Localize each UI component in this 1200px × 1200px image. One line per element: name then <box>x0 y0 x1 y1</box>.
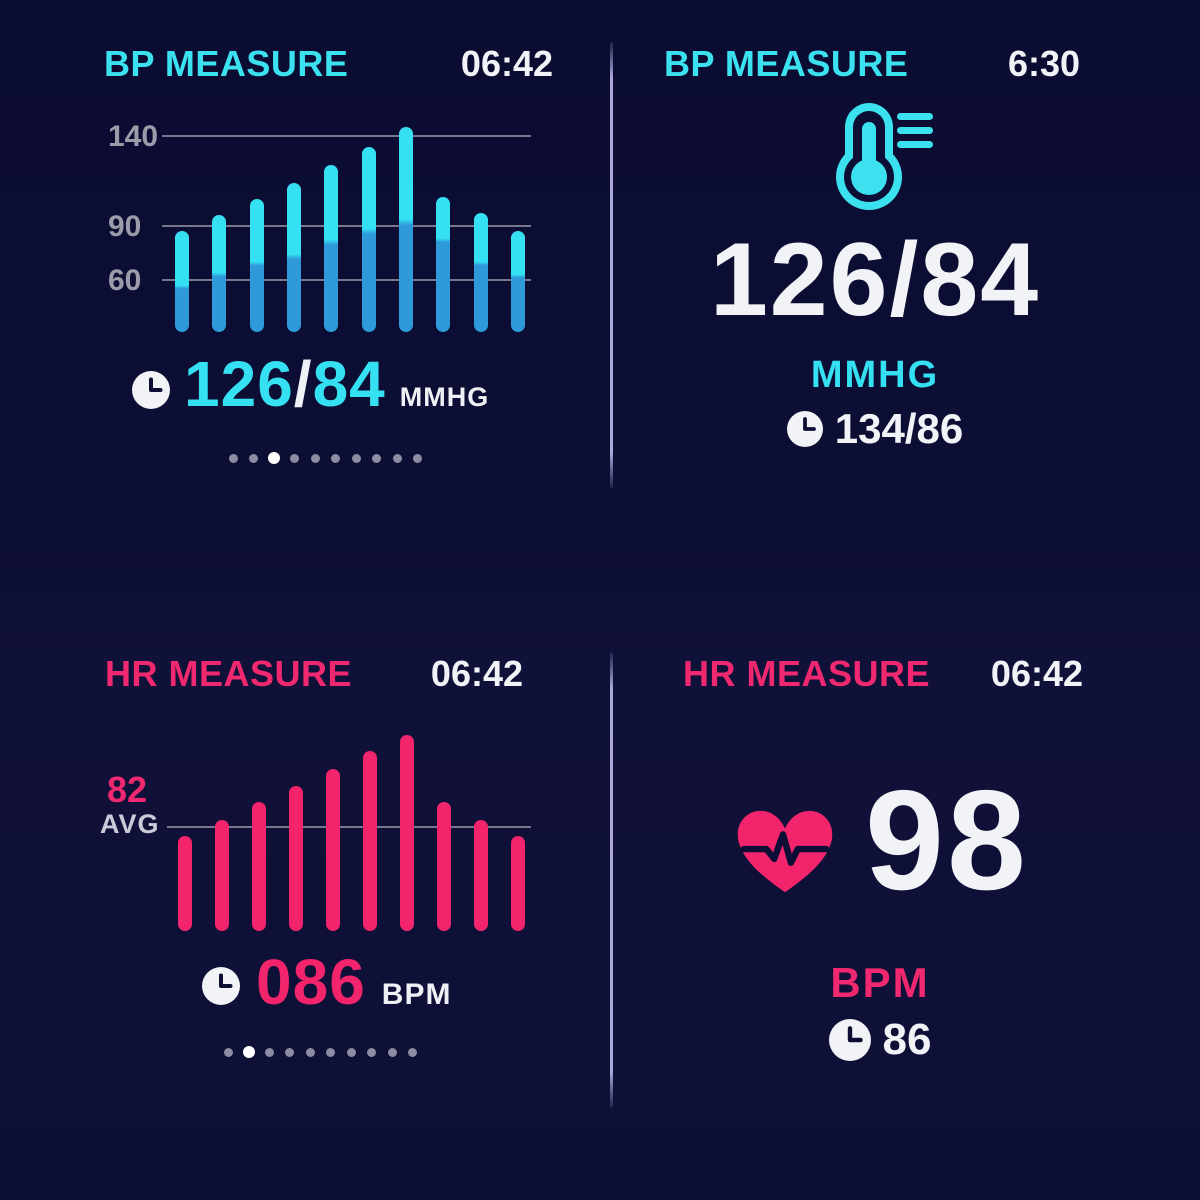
pagination-dot[interactable] <box>285 1047 295 1057</box>
reading-slash: / <box>293 348 313 420</box>
hr-current-reading: 086 BPM <box>256 950 451 1014</box>
pagination-dot[interactable] <box>223 1047 233 1057</box>
pagination-dot-active[interactable] <box>242 1046 255 1058</box>
bp-bar <box>324 164 339 333</box>
pagination-dot[interactable] <box>372 453 382 463</box>
pagination-dot[interactable] <box>290 453 300 463</box>
hr-chart-time: 06:42 <box>430 653 523 694</box>
hr-latest-unit: BPM <box>830 959 930 1006</box>
pagination-dot[interactable] <box>408 1047 418 1057</box>
pagination-dot[interactable] <box>305 1047 315 1057</box>
bp-unit-label: MMHG <box>399 382 490 412</box>
gridline <box>162 279 531 281</box>
hr-bar <box>437 801 451 932</box>
hr-bar <box>474 819 488 932</box>
clock-icon <box>202 967 240 1005</box>
heart-pulse-icon <box>737 810 833 893</box>
hr-chart-title: HR MEASURE <box>105 653 353 694</box>
hr-latest-reading: 98 <box>865 761 1029 920</box>
bp-current-reading: 126 / 84 MMHG <box>184 352 489 416</box>
hr-bar <box>252 801 266 932</box>
hr-previous-reading-row: 86 <box>620 1018 1140 1062</box>
hr-value: 086 <box>256 946 366 1018</box>
diastolic-value: 84 <box>312 348 386 420</box>
bp-latest-unit: MMHG <box>810 354 940 396</box>
bp-bar <box>175 231 189 333</box>
clock-icon <box>132 371 170 409</box>
hr-average-value: 82 <box>107 769 148 810</box>
axis-tick-label: 90 <box>108 210 142 243</box>
hr-unit-label: BPM <box>381 978 452 1011</box>
pagination-dot[interactable] <box>310 453 320 463</box>
gridline <box>162 135 531 137</box>
gridline <box>162 225 531 227</box>
hr-average-label: AVG <box>100 809 160 839</box>
pagination-dot[interactable] <box>387 1047 397 1057</box>
hr-bar <box>215 819 229 932</box>
bp-bar <box>436 197 451 333</box>
bp-previous-reading-row: 134/86 <box>610 408 1140 450</box>
pagination-dot[interactable] <box>264 1047 274 1057</box>
clock-icon <box>828 1019 871 1061</box>
hr-latest-time: 06:42 <box>990 653 1083 694</box>
axis-tick-label: 60 <box>108 264 142 297</box>
vertical-divider-bottom <box>610 652 613 1108</box>
pagination-dot[interactable] <box>346 1047 356 1057</box>
hr-bar <box>326 769 340 932</box>
bp-bar <box>249 199 264 333</box>
hr-bar <box>363 751 377 932</box>
hr-bar <box>511 836 525 932</box>
clock-icon <box>786 411 823 447</box>
bp-bar <box>398 127 413 333</box>
bp-bar <box>510 231 525 333</box>
pagination-dot-active[interactable] <box>268 452 281 464</box>
bp-bar <box>286 182 301 333</box>
hr-bar <box>289 785 303 932</box>
pagination-dot[interactable] <box>249 453 259 463</box>
systolic-value: 126 <box>184 348 294 420</box>
bp-previous-reading: 134/86 <box>834 405 964 452</box>
vertical-divider-top <box>610 42 613 488</box>
bp-bar <box>473 213 488 333</box>
bp-chart-time: 06:42 <box>460 43 553 84</box>
bp-latest-title: BP MEASURE <box>664 43 909 84</box>
pagination-dot[interactable] <box>392 453 402 463</box>
bp-chart-title: BP MEASURE <box>104 43 349 84</box>
bp-bar <box>212 215 227 333</box>
hr-latest-title: HR MEASURE <box>683 653 931 694</box>
pagination-dot[interactable] <box>326 1047 336 1057</box>
hr-previous-reading: 86 <box>882 1015 932 1064</box>
pagination-dot[interactable] <box>351 453 361 463</box>
axis-tick-label: 140 <box>108 120 159 153</box>
pagination-dot[interactable] <box>413 453 423 463</box>
hr-bar <box>178 836 192 932</box>
average-line <box>167 826 531 828</box>
hr-bar <box>400 735 414 932</box>
bp-latest-reading: 126/84 <box>709 222 1041 338</box>
bp-bar <box>361 146 376 333</box>
bp-latest-time: 6:30 <box>1007 43 1080 84</box>
bp-monitor-icon <box>836 103 933 210</box>
pagination-dot[interactable] <box>228 453 238 463</box>
hr-hero-row: 98 <box>620 770 1140 912</box>
pagination-dot[interactable] <box>331 453 341 463</box>
pagination-dot[interactable] <box>367 1047 377 1057</box>
